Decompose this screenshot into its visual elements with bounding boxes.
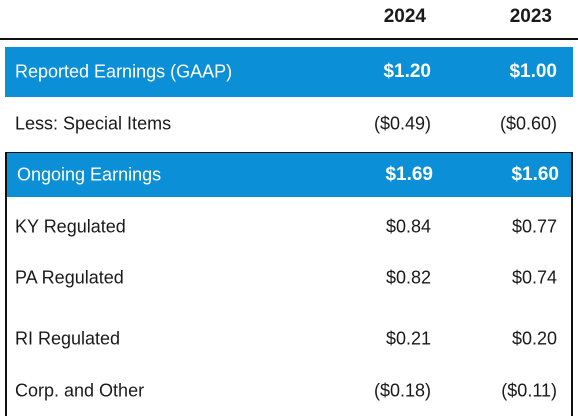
- column-header-2024: 2024: [383, 6, 426, 27]
- row-label: Less: Special Items: [15, 113, 172, 134]
- table-row-reported-earnings: Reported Earnings (GAAP) $1.20 $1.00: [5, 47, 573, 97]
- value-2024: $1.69: [385, 164, 433, 185]
- table-header: 2024 2023: [0, 0, 578, 40]
- table-row-pa-regulated: PA Regulated $0.82 $0.74: [5, 253, 573, 303]
- value-2024: $0.21: [385, 328, 431, 349]
- value-2024: ($0.49): [373, 113, 431, 134]
- value-2023: $0.77: [511, 216, 557, 237]
- table-row-ongoing-earnings: Ongoing Earnings $1.69 $1.60: [7, 153, 571, 197]
- row-label: Ongoing Earnings: [17, 164, 162, 185]
- row-label: KY Regulated: [15, 216, 126, 237]
- value-2024: $1.20: [383, 61, 431, 82]
- column-header-2023: 2023: [509, 6, 552, 27]
- table-row-ky-regulated: KY Regulated $0.84 $0.77: [5, 203, 573, 251]
- value-2023: ($0.11): [501, 380, 557, 401]
- row-label: Reported Earnings (GAAP): [15, 61, 233, 82]
- value-2023: $0.20: [511, 328, 557, 349]
- row-label: Corp. and Other: [15, 380, 145, 401]
- value-2023: ($0.60): [499, 113, 557, 134]
- table-row-special-items: Less: Special Items ($0.49) ($0.60): [5, 100, 573, 148]
- value-2024: $0.84: [385, 216, 431, 237]
- row-label: PA Regulated: [15, 267, 124, 288]
- value-2024: ($0.18): [373, 380, 431, 401]
- value-2023: $1.60: [511, 164, 559, 185]
- table-row-corp-and-other: Corp. and Other ($0.18) ($0.11): [5, 366, 573, 416]
- value-2023: $0.74: [511, 267, 557, 288]
- value-2023: $1.00: [509, 61, 557, 82]
- table-row-ri-regulated: RI Regulated $0.21 $0.20: [5, 313, 573, 365]
- value-2024: $0.82: [385, 267, 431, 288]
- row-label: RI Regulated: [15, 328, 121, 349]
